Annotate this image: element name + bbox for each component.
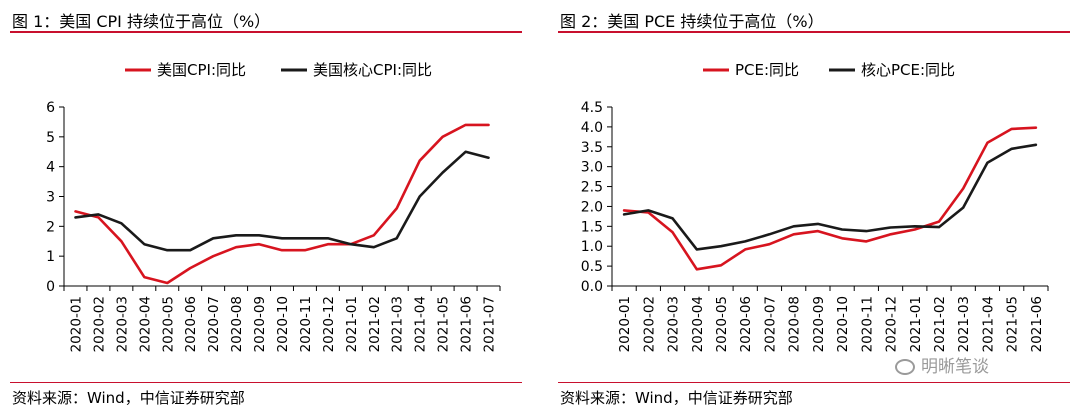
x-tick-label: 2020-10 (835, 296, 851, 352)
y-tick-label: 4 (46, 160, 55, 176)
title-rule (10, 31, 522, 33)
x-tick-label: 2020-08 (229, 296, 245, 352)
x-tick-label: 2020-01 (68, 296, 84, 352)
series-line-black (622, 143, 1038, 251)
x-tick-label: 2020-04 (690, 296, 706, 352)
x-tick-label: 2021-06 (459, 296, 475, 352)
y-tick-label: 5 (46, 130, 55, 146)
x-tick-label: 2020-06 (738, 296, 754, 352)
x-tick-label: 2020-11 (859, 296, 875, 352)
x-tick-label: 2021-05 (436, 296, 452, 352)
x-tick-label: 2021-01 (344, 296, 360, 352)
y-tick-label: 3.5 (581, 140, 603, 156)
x-tick-label: 2021-05 (1005, 296, 1021, 352)
y-tick-label: 3.0 (581, 160, 603, 176)
x-tick-label: 2020-02 (641, 296, 657, 352)
y-tick-label: 2 (46, 219, 55, 235)
x-tick-label: 2020-12 (321, 296, 337, 352)
x-tick-label: 2020-07 (206, 296, 222, 352)
x-tick-label: 2021-04 (980, 296, 996, 352)
x-tick-label: 2020-06 (183, 296, 199, 352)
y-tick-label: 4.5 (581, 100, 603, 116)
series-line-red (622, 126, 1038, 271)
series-line-black (74, 150, 490, 252)
pce-chart-panel: 图 2：美国 PCE 持续位于高位（%） PCE:同比 核心PCE:同比 0.0 0.… (548, 0, 1080, 409)
x-tick-label: 2020-11 (298, 296, 314, 352)
title-rule (558, 31, 1070, 33)
source-note: 资料来源：Wind，中信证券研究部 (12, 389, 245, 407)
x-tick-label: 2021-03 (956, 296, 972, 352)
x-tick-label: 2020-09 (252, 296, 268, 352)
x-tick-label: 2020-04 (137, 296, 153, 352)
source-rule (10, 382, 522, 383)
x-tick-label: 2020-03 (114, 296, 130, 352)
x-tick-label: 2021-03 (390, 296, 406, 352)
x-tick-label: 2021-07 (482, 296, 498, 352)
y-tick-label: 2.5 (581, 180, 603, 196)
y-tick-label: 0 (46, 279, 55, 295)
x-tick-label: 2021-02 (932, 296, 948, 352)
x-tick-label: 2020-07 (762, 296, 778, 352)
y-tick-label: 0.0 (581, 279, 603, 295)
x-tick-label: 2021-01 (908, 296, 924, 352)
source-rule (558, 382, 1070, 383)
x-tick-label: 2020-12 (884, 296, 900, 352)
y-tick-label: 1 (46, 249, 55, 265)
y-tick-label: 1.5 (581, 219, 603, 235)
y-tick-label: 4.0 (581, 120, 603, 136)
series-line-red (74, 123, 490, 285)
x-tick-label: 2020-05 (160, 296, 176, 352)
wechat-icon (895, 359, 915, 375)
legend: 美国CPI:同比 美国核心CPI:同比 (125, 61, 432, 79)
y-tick-label: 2.0 (581, 199, 603, 215)
y-tick-label: 6 (46, 100, 55, 116)
watermark-text: 明晰笔谈 (921, 357, 989, 377)
x-tick-label: 2020-08 (787, 296, 803, 352)
chart-title: 图 1：美国 CPI 持续位于高位（%） (12, 12, 271, 31)
pce-line-chart: PCE:同比 核心PCE:同比 0.0 0.5 1.0 1.5 2.0 2.5 3.0 3.5 4.… (581, 61, 1049, 352)
x-tick-label: 2020-05 (714, 296, 730, 352)
legend: PCE:同比 核心PCE:同比 (703, 61, 955, 79)
x-tick-label: 2021-04 (413, 296, 429, 352)
source-note: 资料来源：Wind，中信证券研究部 (560, 389, 793, 407)
y-tick-label: 1.0 (581, 239, 603, 255)
wechat-watermark: 明晰笔谈 (895, 352, 1055, 378)
x-tick-label: 2020-10 (275, 296, 291, 352)
y-tick-label: 0.5 (581, 259, 603, 275)
cpi-chart-panel: 图 1：美国 CPI 持续位于高位（%） 美国CPI:同比 美国核心CPI:同比 0… (0, 0, 532, 409)
x-tick-label: 2020-02 (91, 296, 107, 352)
legend-label: 美国CPI:同比 (157, 61, 246, 79)
x-tick-label: 2021-02 (367, 296, 383, 352)
chart-title: 图 2：美国 PCE 持续位于高位（%） (560, 12, 824, 31)
legend-label: PCE:同比 (735, 61, 799, 79)
x-tick-label: 2020-01 (617, 296, 633, 352)
legend-label: 美国核心CPI:同比 (313, 61, 432, 79)
cpi-line-chart: 美国CPI:同比 美国核心CPI:同比 0 1 2 3 4 5 6 2020-01 2020-02 2… (46, 61, 501, 352)
x-tick-label: 2020-03 (666, 296, 682, 352)
y-tick-label: 3 (46, 190, 55, 206)
x-tick-label: 2021-06 (1029, 296, 1045, 352)
x-tick-label: 2020-09 (811, 296, 827, 352)
legend-label: 核心PCE:同比 (861, 61, 955, 79)
